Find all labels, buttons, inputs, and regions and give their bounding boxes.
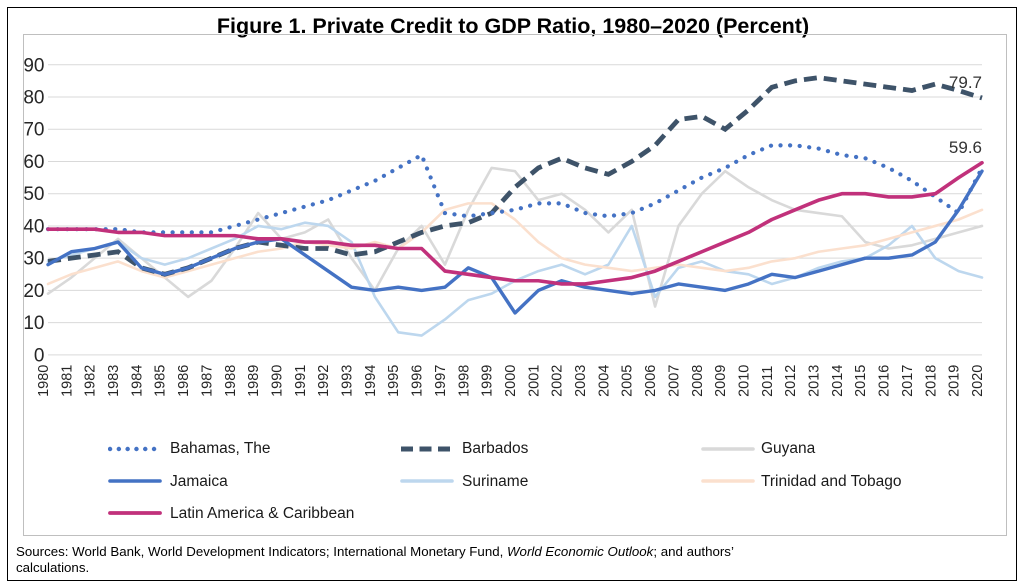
svg-text:1999: 1999	[480, 365, 496, 397]
svg-text:2000: 2000	[503, 365, 519, 397]
svg-text:1982: 1982	[83, 365, 99, 397]
svg-text:2016: 2016	[877, 365, 893, 397]
svg-text:1980: 1980	[36, 365, 52, 397]
svg-text:60: 60	[23, 152, 44, 173]
svg-text:1998: 1998	[456, 365, 472, 397]
svg-text:2002: 2002	[550, 365, 566, 397]
svg-text:2015: 2015	[853, 365, 869, 397]
svg-text:2011: 2011	[760, 366, 776, 397]
svg-text:2001: 2001	[526, 365, 542, 397]
svg-text:2005: 2005	[620, 365, 636, 397]
svg-text:1995: 1995	[386, 365, 402, 397]
svg-text:1996: 1996	[410, 365, 426, 397]
svg-text:0: 0	[34, 345, 45, 366]
svg-text:90: 90	[23, 55, 44, 76]
svg-text:70: 70	[23, 120, 44, 141]
svg-text:2018: 2018	[923, 365, 939, 397]
svg-text:2007: 2007	[666, 365, 682, 397]
svg-text:1986: 1986	[176, 365, 192, 397]
svg-text:2008: 2008	[690, 365, 706, 397]
svg-text:1991: 1991	[293, 365, 309, 397]
svg-text:1989: 1989	[246, 365, 262, 397]
svg-text:1988: 1988	[223, 365, 239, 397]
svg-text:2004: 2004	[596, 365, 612, 397]
svg-text:50: 50	[23, 184, 44, 205]
svg-text:2003: 2003	[573, 365, 589, 397]
svg-text:59.6: 59.6	[949, 138, 982, 157]
svg-text:1997: 1997	[433, 365, 449, 397]
svg-text:1984: 1984	[129, 365, 145, 397]
svg-text:40: 40	[23, 216, 44, 237]
svg-text:1987: 1987	[199, 365, 215, 397]
svg-text:2009: 2009	[713, 365, 729, 397]
svg-text:1993: 1993	[340, 365, 356, 397]
svg-text:30: 30	[23, 249, 44, 270]
svg-text:20: 20	[23, 281, 44, 302]
svg-text:2020: 2020	[970, 365, 986, 397]
svg-text:1990: 1990	[270, 365, 286, 397]
svg-text:2006: 2006	[643, 365, 659, 397]
svg-text:2019: 2019	[947, 365, 963, 397]
svg-text:2013: 2013	[807, 365, 823, 397]
svg-text:1985: 1985	[153, 365, 169, 397]
svg-text:1994: 1994	[363, 365, 379, 397]
svg-text:2017: 2017	[900, 365, 916, 397]
svg-text:80: 80	[23, 87, 44, 108]
svg-text:2014: 2014	[830, 365, 846, 397]
svg-text:2012: 2012	[783, 365, 799, 397]
svg-text:79.7: 79.7	[949, 73, 982, 92]
svg-text:1992: 1992	[316, 365, 332, 397]
svg-text:1983: 1983	[106, 365, 122, 397]
svg-text:10: 10	[23, 313, 44, 334]
svg-text:1981: 1981	[59, 365, 75, 397]
svg-text:2010: 2010	[737, 365, 753, 397]
